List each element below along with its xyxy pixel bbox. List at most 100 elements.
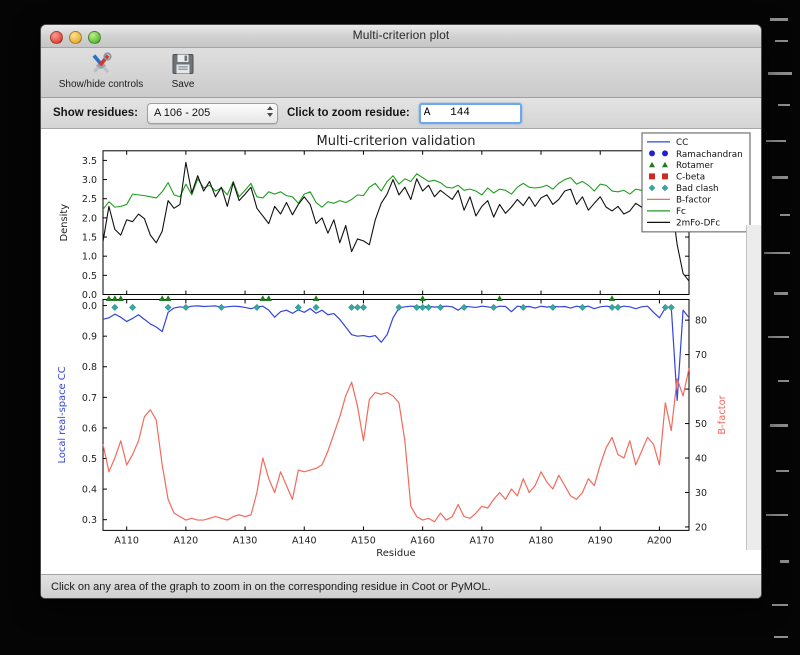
x-tick-label: A120 xyxy=(174,535,199,546)
y-tick-label-right: 50 xyxy=(695,419,707,430)
marker-bad-clash xyxy=(312,303,320,311)
y-tick-label: 2.0 xyxy=(82,213,97,224)
legend-label-ramachandran: Ramachandran xyxy=(676,150,743,160)
close-button[interactable] xyxy=(50,31,63,44)
cc-axis-label: Local real-space CC xyxy=(57,366,68,463)
marker-bad-clash xyxy=(578,303,587,311)
background-streak xyxy=(780,214,790,216)
y-tick-label: 0.8 xyxy=(82,362,97,373)
controls-bar: Show residues: A 106 - 205 Click to zoom… xyxy=(41,98,761,129)
maximize-button[interactable] xyxy=(88,31,101,44)
marker-bad-clash xyxy=(436,303,444,311)
plot-canvas[interactable]: Multi-criterion validation 0.0 0.5 1.0 1.5 2.… xyxy=(41,129,761,574)
y-tick-label: 0.3 xyxy=(82,515,97,526)
residue-range-value: A 106 - 205 xyxy=(154,107,211,119)
density-axis-label: Density xyxy=(59,204,70,242)
legend-marker-c-beta xyxy=(649,173,655,180)
marker-rotamer xyxy=(496,295,503,302)
legend-box xyxy=(641,132,751,233)
marker-bad-clash xyxy=(667,303,675,311)
legend-label-fc: Fc xyxy=(676,207,686,217)
legend-label-c-beta: C-beta xyxy=(676,173,705,183)
y-tick-label-right: 40 xyxy=(695,454,707,465)
marker-rotamer xyxy=(158,295,166,302)
x-tick-label: A140 xyxy=(292,535,317,546)
background-streak xyxy=(768,336,789,338)
background-streak xyxy=(776,470,789,472)
series-2mfo-dfc xyxy=(102,161,690,282)
background-streak xyxy=(772,604,788,606)
y-tick-label: 0.4 xyxy=(82,485,97,496)
save-label: Save xyxy=(171,79,195,90)
y-tick-label: 1.0 xyxy=(82,252,97,263)
residue-axis-label: Residue xyxy=(376,548,415,559)
marker-bad-clash xyxy=(419,303,427,311)
background-streak xyxy=(780,560,789,563)
marker-bad-clash xyxy=(294,303,302,311)
y-tick-label-right: 20 xyxy=(695,522,707,533)
background-streak xyxy=(774,636,788,638)
legend-marker-ramachandran xyxy=(649,150,655,157)
marker-bad-clash xyxy=(425,303,433,311)
y-tick-label: 0.0 xyxy=(82,301,97,312)
legend-marker-rotamer xyxy=(662,161,668,168)
background-streak xyxy=(766,514,788,516)
legend-label-cc: CC xyxy=(676,138,688,148)
legend-marker-bad-clash xyxy=(648,184,656,192)
vertical-scrollbar[interactable] xyxy=(746,225,761,550)
marker-bad-clash xyxy=(129,303,137,311)
zoom-residue-input[interactable] xyxy=(418,102,522,124)
y-tick-label: 0.9 xyxy=(82,332,97,343)
marker-bad-clash xyxy=(348,303,356,311)
y-tick-label: 3.5 xyxy=(82,156,97,167)
residue-range-select[interactable]: A 106 - 205 xyxy=(147,102,278,124)
x-tick-label: A170 xyxy=(470,535,495,546)
x-tick-label: A150 xyxy=(351,535,376,546)
marker-rotamer xyxy=(312,295,320,302)
background-streak xyxy=(764,252,790,254)
background-streak xyxy=(770,18,788,21)
legend-marker-bad-clash xyxy=(661,184,669,192)
application-window: Multi-criterion plot xyxy=(40,24,762,599)
legend-label-bad-clash: Bad clash xyxy=(676,184,719,194)
marker-bad-clash xyxy=(413,303,421,311)
x-tick-label: A200 xyxy=(647,535,672,546)
density-panel-frame xyxy=(102,150,690,296)
background-streak xyxy=(775,40,788,42)
y-tick-label-right: 80 xyxy=(695,316,707,327)
legend-marker-ramachandran xyxy=(662,150,668,157)
save-button[interactable]: Save xyxy=(157,48,209,90)
legend-label-rotamer: Rotamer xyxy=(676,161,714,171)
show-residues-label: Show residues: xyxy=(53,107,138,119)
y-tick-label: 0.7 xyxy=(82,393,97,404)
marker-bad-clash xyxy=(395,303,403,311)
marker-bad-clash xyxy=(359,303,367,311)
marker-rotamer xyxy=(117,295,124,302)
marker-bad-clash xyxy=(353,303,362,311)
marker-bad-clash xyxy=(182,303,190,311)
marker-bad-clash xyxy=(164,303,172,311)
x-tick-label: A110 xyxy=(114,535,139,546)
outlier-markers xyxy=(105,295,675,311)
minimize-button[interactable] xyxy=(69,31,82,44)
y-tick-label: 0.5 xyxy=(82,454,97,465)
legend-marker-rotamer xyxy=(649,161,655,168)
background-streak xyxy=(766,140,786,142)
legend-label-2mfo-dfc: 2mFo-DFc xyxy=(676,219,720,229)
marker-bad-clash xyxy=(519,303,527,311)
status-message: Click on any area of the graph to zoom i… xyxy=(51,580,491,593)
y-tick-label-right: 70 xyxy=(695,350,707,361)
marker-bad-clash xyxy=(111,303,119,311)
y-tick-label: 1.5 xyxy=(82,233,97,244)
bfactor-axis-label: B-factor xyxy=(717,394,728,434)
marker-bad-clash xyxy=(608,303,616,311)
y-tick-label: 3.0 xyxy=(82,175,97,186)
marker-bad-clash xyxy=(217,303,225,311)
marker-bad-clash xyxy=(460,303,468,311)
marker-rotamer xyxy=(419,295,426,302)
toolbar: Show/hide controls Save xyxy=(41,48,761,98)
multi-criterion-plot[interactable]: Multi-criterion validation 0.0 0.5 1.0 1.5 2.… xyxy=(41,129,761,574)
show-hide-controls-button[interactable]: Show/hide controls xyxy=(55,48,147,90)
window-titlebar[interactable]: Multi-criterion plot xyxy=(41,25,761,48)
